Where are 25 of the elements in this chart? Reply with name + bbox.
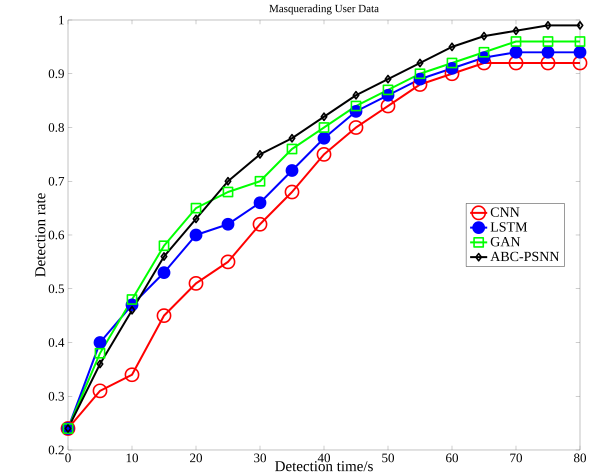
y-tick-label: 0.5 xyxy=(48,284,64,294)
x-tick-label: 0 xyxy=(65,454,71,462)
x-axis-title: Detection time/s xyxy=(275,461,373,472)
y-tick-label: 0.7 xyxy=(48,176,64,186)
chart-title: Masquerading User Data xyxy=(269,4,379,14)
x-tick-label: 80 xyxy=(574,454,586,462)
y-tick-label: 0.6 xyxy=(48,230,64,240)
x-tick-label: 60 xyxy=(446,454,458,462)
y-tick-label: 0.9 xyxy=(48,69,64,78)
x-tick-label: 10 xyxy=(126,454,138,462)
x-tick-label: 50 xyxy=(382,454,394,462)
x-tick-label: 70 xyxy=(510,454,522,462)
legend-label: GAN xyxy=(490,236,520,246)
y-tick-label: 1 xyxy=(59,16,64,24)
legend-label: CNN xyxy=(490,207,520,217)
legend-label: LSTM xyxy=(490,222,528,232)
x-tick-label: 20 xyxy=(190,454,202,462)
y-tick-label: 0.8 xyxy=(48,123,64,132)
y-tick-label: 0.2 xyxy=(48,446,64,454)
y-tick-label: 0.4 xyxy=(48,338,64,347)
x-tick-label: 30 xyxy=(254,454,266,462)
y-axis-title: Detection rate xyxy=(35,193,46,277)
legend-label: ABC-PSNN xyxy=(490,252,560,262)
y-tick-label: 0.3 xyxy=(48,392,64,401)
x-tick-label: 40 xyxy=(318,454,330,462)
